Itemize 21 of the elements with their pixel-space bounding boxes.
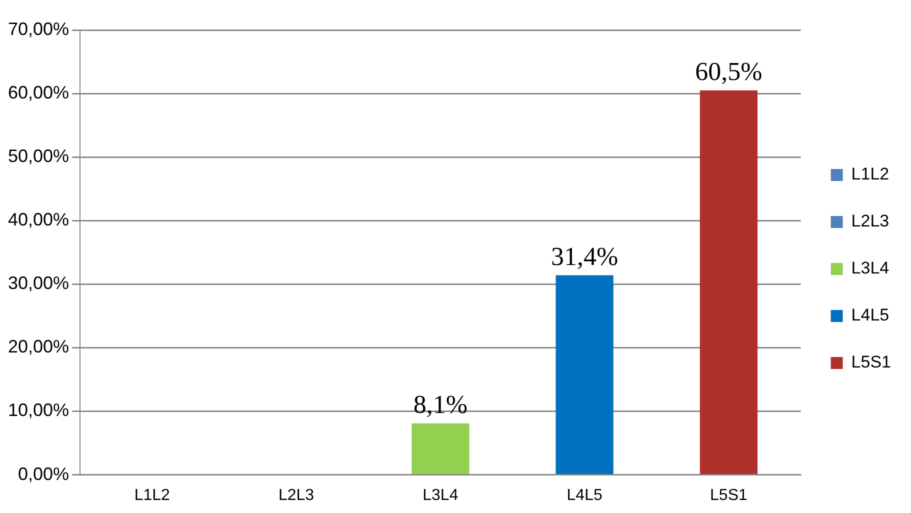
- y-tick-label: 60,00%: [8, 82, 70, 103]
- legend-label: L3L4: [851, 258, 890, 278]
- y-tick-label: 30,00%: [8, 273, 70, 294]
- legend-label: L2L3: [851, 212, 890, 231]
- y-tick-label: 50,00%: [8, 146, 70, 166]
- y-tick-label: 0,00%: [18, 464, 70, 484]
- legend-label: L1L2: [851, 164, 890, 184]
- x-tick-label: L5S1: [710, 486, 748, 504]
- y-tick-label: 10,00%: [8, 400, 70, 420]
- legend-label: L5S1: [851, 352, 891, 372]
- data-label: 60,5%: [695, 57, 762, 86]
- y-tick-label: 40,00%: [8, 210, 70, 230]
- data-label: 8,1%: [413, 390, 468, 420]
- legend-label: L4L5: [851, 306, 890, 325]
- x-tick-label: L4L5: [566, 486, 602, 504]
- data-label: 31,4%: [550, 242, 618, 272]
- y-tick-label: 20,00%: [8, 336, 70, 357]
- y-tick-label: 70,00%: [8, 18, 70, 39]
- x-tick-label: L2L3: [278, 486, 314, 504]
- x-tick-label: L1L2: [134, 486, 170, 504]
- x-tick-label: L3L4: [422, 486, 458, 504]
